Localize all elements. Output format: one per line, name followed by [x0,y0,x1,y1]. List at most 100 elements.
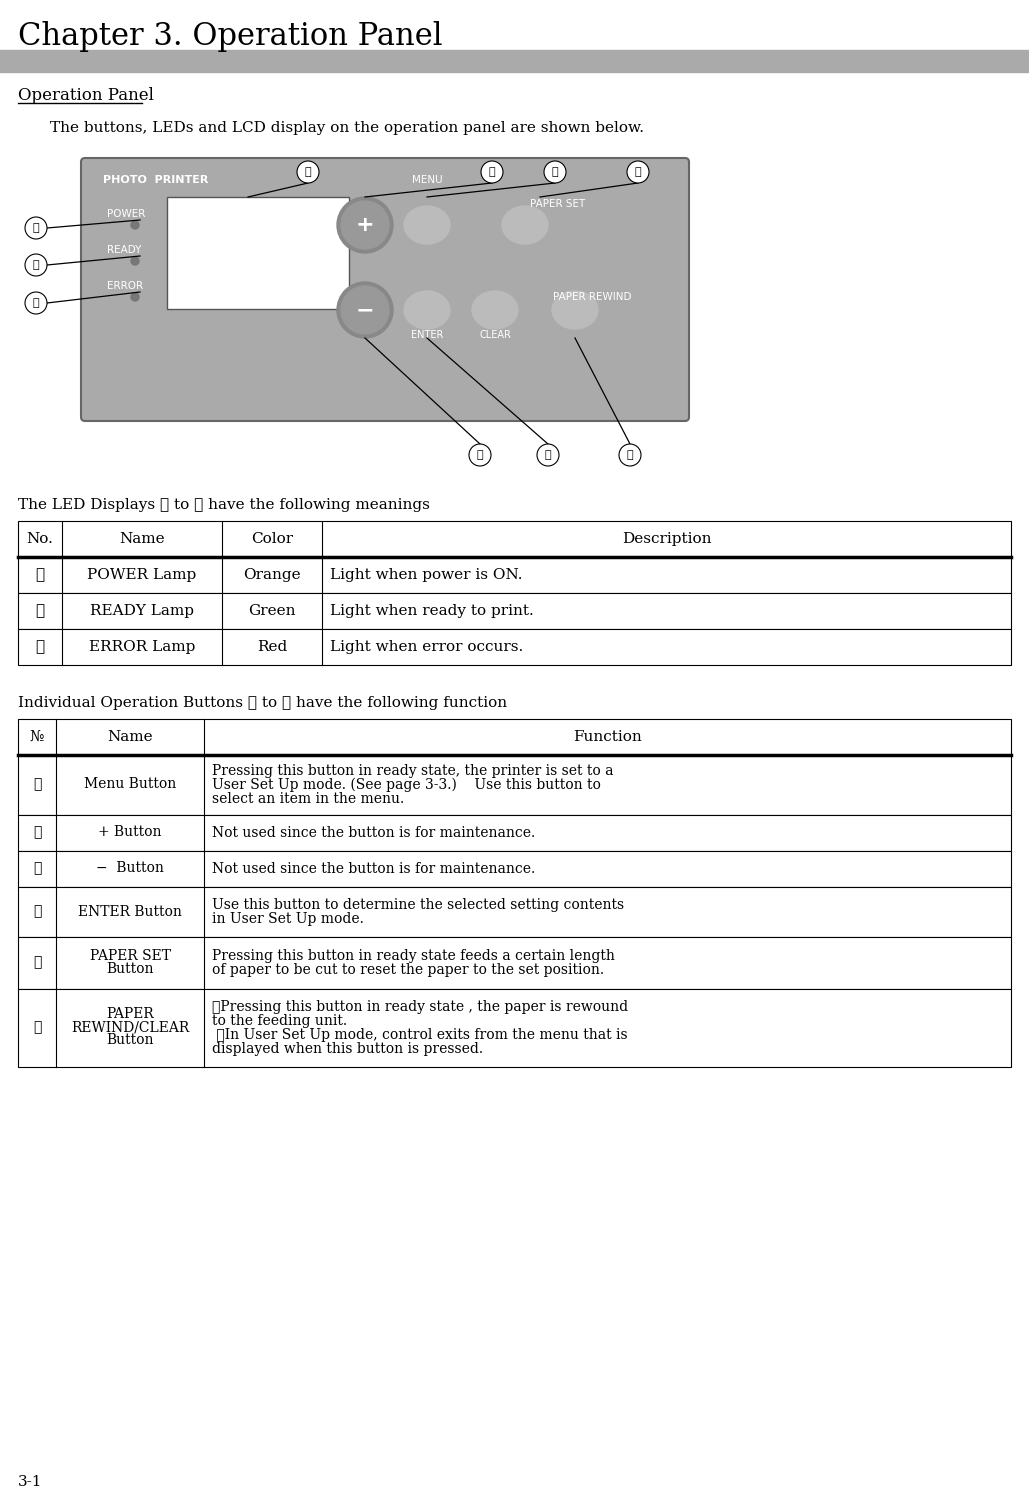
Text: −: − [356,300,375,320]
Bar [17,886,1012,938]
Circle shape [25,217,47,238]
Text: ⑤: ⑤ [489,166,495,177]
Circle shape [627,160,649,183]
Text: ④: ④ [552,166,559,177]
Circle shape [131,256,139,265]
Bar [17,988,1012,1066]
Circle shape [338,196,393,254]
Bar [0,50,1029,72]
Text: ③: ③ [33,298,39,307]
Text: ⑧: ⑧ [33,956,41,969]
Circle shape [297,160,319,183]
Circle shape [131,220,139,230]
Text: Pressing this button in ready state, the printer is set to a: Pressing this button in ready state, the… [212,764,613,778]
Text: Orange: Orange [243,568,300,582]
Ellipse shape [472,291,518,328]
Text: MENU: MENU [412,176,442,184]
Text: ①: ① [33,224,39,232]
Text: ③: ③ [35,640,44,654]
Text: Pressing this button in ready state feeds a certain length: Pressing this button in ready state feed… [212,950,615,963]
Text: ENTER Button: ENTER Button [78,904,182,918]
Bar [17,592,1012,628]
Bar [17,628,1012,664]
Text: ・Pressing this button in ready state , the paper is rewound: ・Pressing this button in ready state , t… [212,1000,628,1014]
Bar [17,556,1012,592]
Circle shape [619,444,641,466]
Text: ENTER: ENTER [411,330,443,340]
Text: Menu Button: Menu Button [84,777,176,792]
Text: №: № [30,730,44,744]
Bar [17,718,1012,754]
Text: Green: Green [248,604,295,618]
Text: select an item in the menu.: select an item in the menu. [212,792,404,806]
Ellipse shape [552,291,598,328]
Bar [17,938,1012,988]
Text: POWER: POWER [107,209,145,219]
Text: of paper to be cut to reset the paper to the set position.: of paper to be cut to reset the paper to… [212,963,604,976]
Text: Red: Red [257,640,287,654]
Text: The LED Displays ① to ③ have the following meanings: The LED Displays ① to ③ have the followi… [17,498,430,512]
Text: PAPER REWIND: PAPER REWIND [553,292,632,302]
Text: displayed when this button is pressed.: displayed when this button is pressed. [212,1042,484,1056]
Text: ②: ② [35,604,44,618]
Bar [17,850,1012,886]
Text: Description: Description [622,532,711,546]
Text: User Set Up mode. (See page 3-3.)    Use this button to: User Set Up mode. (See page 3-3.) Use th… [212,778,601,792]
Text: ERROR Lamp: ERROR Lamp [88,640,196,654]
Bar [167,196,349,309]
Text: ⑥: ⑥ [33,861,41,876]
FancyBboxPatch shape [81,158,689,422]
Text: −  Button: − Button [96,861,164,876]
Text: Use this button to determine the selected setting contents: Use this button to determine the selecte… [212,898,625,912]
Text: PAPER: PAPER [106,1008,154,1022]
Text: Light when ready to print.: Light when ready to print. [330,604,534,618]
Text: READY Lamp: READY Lamp [90,604,194,618]
Text: READY: READY [107,244,141,255]
Text: Name: Name [107,730,153,744]
Text: The buttons, LEDs and LCD display on the operation panel are shown below.: The buttons, LEDs and LCD display on the… [50,122,644,135]
Ellipse shape [502,206,548,245]
Text: Name: Name [119,532,165,546]
Bar [17,520,1012,556]
Bar [17,815,1012,850]
Text: 3-1: 3-1 [17,1474,42,1490]
Circle shape [537,444,559,466]
Text: ⑤: ⑤ [33,825,41,840]
Bar [17,754,1012,814]
Text: PAPER SET: PAPER SET [530,200,586,208]
Text: Chapter 3. Operation Panel: Chapter 3. Operation Panel [17,21,442,51]
Text: Operation Panel: Operation Panel [17,87,154,105]
Text: Individual Operation Buttons ④ to ⑨ have the following function: Individual Operation Buttons ④ to ⑨ have… [17,696,507,709]
Text: +: + [356,214,375,236]
Text: ⑦: ⑦ [33,904,41,918]
Text: ⑩: ⑩ [305,166,312,177]
Ellipse shape [404,291,450,328]
Text: ②: ② [33,260,39,270]
Circle shape [544,160,566,183]
Circle shape [131,292,139,302]
Text: PAPER SET: PAPER SET [90,950,171,963]
Circle shape [341,201,389,249]
Text: Button: Button [106,1034,153,1047]
Text: Function: Function [573,730,642,744]
Text: ERROR: ERROR [107,280,143,291]
Text: to the feeding unit.: to the feeding unit. [212,1014,347,1028]
Ellipse shape [404,206,450,245]
Text: ①: ① [35,568,44,582]
Text: ⑨: ⑨ [33,1020,41,1035]
Circle shape [25,292,47,314]
Text: No.: No. [27,532,54,546]
Text: CLEAR: CLEAR [480,330,511,340]
Circle shape [25,254,47,276]
Circle shape [341,286,389,334]
Text: + Button: + Button [98,825,162,840]
Text: ⑨: ⑨ [627,450,633,460]
Text: ④: ④ [33,777,41,792]
Text: ⑦: ⑦ [544,450,552,460]
Text: POWER Lamp: POWER Lamp [87,568,197,582]
Text: REWIND/CLEAR: REWIND/CLEAR [71,1020,189,1035]
Text: Not used since the button is for maintenance.: Not used since the button is for mainten… [212,827,535,840]
Text: Not used since the button is for maintenance.: Not used since the button is for mainten… [212,862,535,876]
Circle shape [469,444,491,466]
Text: Button: Button [106,962,153,976]
